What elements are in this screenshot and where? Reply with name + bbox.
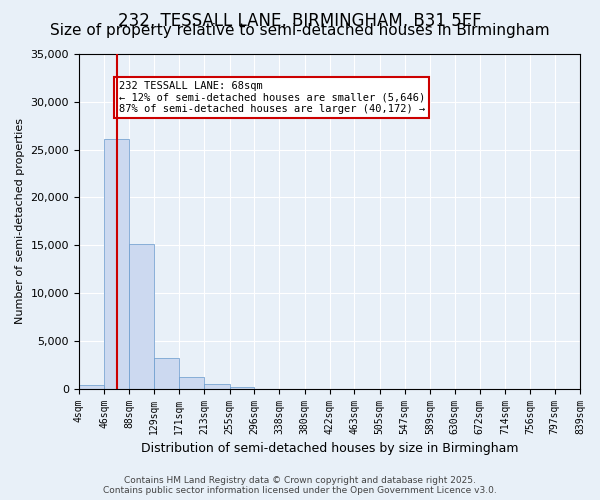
- Bar: [179, 377, 205, 388]
- Text: Size of property relative to semi-detached houses in Birmingham: Size of property relative to semi-detach…: [50, 22, 550, 38]
- Bar: [154, 358, 179, 388]
- Bar: [130, 244, 154, 388]
- Bar: [79, 386, 104, 388]
- Y-axis label: Number of semi-detached properties: Number of semi-detached properties: [15, 118, 25, 324]
- Text: Contains HM Land Registry data © Crown copyright and database right 2025.
Contai: Contains HM Land Registry data © Crown c…: [103, 476, 497, 495]
- Bar: [205, 384, 230, 388]
- Text: 232, TESSALL LANE, BIRMINGHAM, B31 5EF: 232, TESSALL LANE, BIRMINGHAM, B31 5EF: [118, 12, 482, 30]
- Text: 232 TESSALL LANE: 68sqm
← 12% of semi-detached houses are smaller (5,646)
87% of: 232 TESSALL LANE: 68sqm ← 12% of semi-de…: [119, 81, 425, 114]
- Bar: [230, 387, 254, 388]
- X-axis label: Distribution of semi-detached houses by size in Birmingham: Distribution of semi-detached houses by …: [141, 442, 518, 455]
- Bar: [104, 139, 130, 388]
